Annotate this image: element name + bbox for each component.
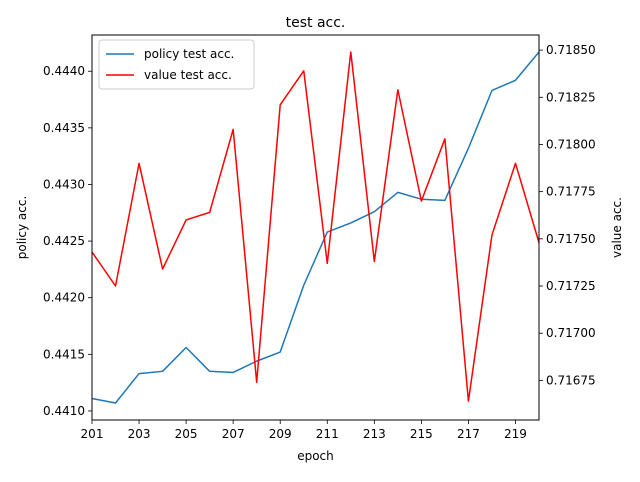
x-tick-label: 211 bbox=[316, 427, 339, 441]
right-y-axis: 0.71675 0.71700 0.71725 0.71750 0.71775 0.718… bbox=[539, 43, 596, 387]
legend-box bbox=[98, 39, 255, 90]
x-tick-label: 209 bbox=[269, 427, 292, 441]
right-y-tick-label: 0.71800 bbox=[546, 137, 596, 151]
x-tick-label: 205 bbox=[175, 427, 198, 441]
left-y-axis-label: policy acc. bbox=[15, 196, 29, 260]
x-tick-label: 219 bbox=[504, 427, 527, 441]
legend-label-policy: policy test acc. bbox=[144, 47, 234, 61]
right-y-tick-label: 0.71725 bbox=[546, 279, 596, 293]
right-y-tick-label: 0.71750 bbox=[546, 232, 596, 246]
right-y-axis-label: value acc. bbox=[610, 197, 624, 258]
right-y-tick-label: 0.71775 bbox=[546, 185, 596, 199]
legend: policy test acc. value test acc. bbox=[98, 39, 255, 90]
x-tick-label: 207 bbox=[222, 427, 245, 441]
left-y-tick-label: 0.4420 bbox=[43, 291, 85, 305]
right-y-tick-label: 0.71675 bbox=[546, 373, 596, 387]
legend-label-value: value test acc. bbox=[144, 68, 232, 82]
x-axis-label: epoch bbox=[297, 449, 334, 463]
x-tick-label: 213 bbox=[363, 427, 386, 441]
left-y-tick-label: 0.4435 bbox=[43, 121, 85, 135]
right-y-tick-label: 0.71850 bbox=[546, 43, 596, 57]
left-y-tick-label: 0.4425 bbox=[43, 234, 85, 248]
left-y-tick-label: 0.4430 bbox=[43, 177, 85, 191]
plot-frame bbox=[91, 34, 540, 421]
right-y-tick-label: 0.71700 bbox=[546, 326, 596, 340]
series-line-value bbox=[91, 51, 540, 402]
x-axis: 201 203 205 207 209 211 213 215 217 219 bbox=[81, 420, 527, 441]
x-tick-label: 217 bbox=[457, 427, 480, 441]
left-y-tick-label: 0.4415 bbox=[43, 347, 85, 361]
series-layer bbox=[91, 51, 540, 404]
x-tick-label: 215 bbox=[410, 427, 433, 441]
x-tick-label: 201 bbox=[81, 427, 104, 441]
x-tick-label: 203 bbox=[128, 427, 151, 441]
series-line-policy bbox=[91, 51, 540, 404]
left-y-tick-label: 0.4440 bbox=[43, 64, 85, 78]
chart-title: test acc. bbox=[286, 15, 346, 31]
right-y-tick-label: 0.71825 bbox=[546, 90, 596, 104]
left-y-axis: 0.4410 0.4415 0.4420 0.4425 0.4430 0.4435 0.44… bbox=[43, 64, 92, 418]
left-y-tick-label: 0.4410 bbox=[43, 404, 85, 418]
